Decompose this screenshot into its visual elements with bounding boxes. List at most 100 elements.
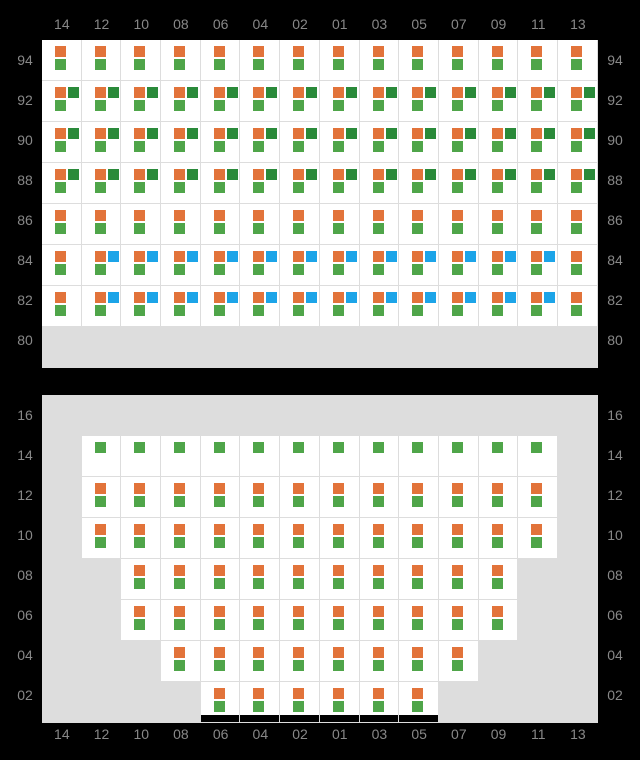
marker-green (174, 182, 185, 193)
marker-orange (412, 87, 423, 98)
marker-orange (214, 483, 225, 494)
cell (399, 395, 439, 435)
row-label: 82 (10, 280, 40, 320)
marker-green (531, 537, 542, 548)
cell (399, 327, 439, 367)
marker-orange (293, 210, 304, 221)
row-label: 16 (10, 395, 40, 435)
marker-orange (333, 210, 344, 221)
marker-orange (412, 128, 423, 139)
marker-green (333, 59, 344, 70)
cell (82, 600, 122, 640)
marker-dgreen (306, 87, 317, 98)
cell (360, 641, 400, 681)
cell (121, 518, 161, 558)
col-label: 07 (439, 726, 479, 742)
cell (320, 395, 360, 435)
marker-green (333, 305, 344, 316)
row-label: 88 (600, 160, 630, 200)
marker-blue (108, 251, 119, 262)
cell (518, 40, 558, 80)
col-label: 11 (518, 16, 558, 32)
grid-row (42, 600, 598, 641)
marker-orange (492, 46, 503, 57)
cell (82, 518, 122, 558)
row-label: 94 (600, 40, 630, 80)
marker-green (373, 578, 384, 589)
cell (518, 559, 558, 599)
row-label: 12 (600, 475, 630, 515)
cell (240, 600, 280, 640)
cell (280, 641, 320, 681)
grid-row (42, 395, 598, 436)
marker-dgreen (505, 169, 516, 180)
marker-orange (412, 524, 423, 535)
cell (360, 395, 400, 435)
marker-green (293, 182, 304, 193)
marker-green (293, 619, 304, 630)
marker-green (95, 305, 106, 316)
marker-green (492, 496, 503, 507)
marker-green (531, 59, 542, 70)
grid-row (42, 436, 598, 477)
marker-orange (293, 606, 304, 617)
marker-green (95, 59, 106, 70)
cell (479, 204, 519, 244)
marker-green (174, 100, 185, 111)
cell (42, 436, 82, 476)
cell (201, 122, 241, 162)
cell (280, 436, 320, 476)
marker-orange (253, 565, 264, 576)
cell (360, 559, 400, 599)
cell (320, 327, 360, 367)
row-label: 14 (600, 435, 630, 475)
col-label: 13 (558, 16, 598, 32)
marker-green (174, 442, 185, 453)
marker-green (55, 100, 66, 111)
marker-dgreen (306, 128, 317, 139)
marker-green (174, 660, 185, 671)
cell (479, 81, 519, 121)
marker-orange (373, 688, 384, 699)
cell (320, 81, 360, 121)
cell (82, 327, 122, 367)
cell (201, 559, 241, 599)
marker-green (492, 619, 503, 630)
marker-green (293, 537, 304, 548)
marker-orange (253, 251, 264, 262)
marker-orange (373, 606, 384, 617)
cell (479, 477, 519, 517)
cell (360, 327, 400, 367)
marker-orange (452, 292, 463, 303)
cell (82, 395, 122, 435)
marker-green (174, 305, 185, 316)
cell (479, 327, 519, 367)
marker-orange (214, 606, 225, 617)
cell (240, 163, 280, 203)
marker-orange (492, 565, 503, 576)
marker-orange (253, 524, 264, 535)
col-label: 03 (360, 726, 400, 742)
marker-green (333, 264, 344, 275)
marker-dgreen (187, 128, 198, 139)
marker-orange (95, 87, 106, 98)
marker-green (492, 182, 503, 193)
marker-green (253, 141, 264, 152)
cell (360, 682, 400, 722)
marker-orange (134, 210, 145, 221)
cell (121, 327, 161, 367)
marker-green (412, 619, 423, 630)
marker-green (492, 141, 503, 152)
col-label: 12 (82, 16, 122, 32)
marker-green (531, 141, 542, 152)
marker-green (333, 100, 344, 111)
cell (399, 245, 439, 285)
cell (240, 286, 280, 326)
marker-green (293, 305, 304, 316)
marker-green (492, 264, 503, 275)
cell (240, 395, 280, 435)
marker-green (452, 305, 463, 316)
marker-dgreen (584, 128, 595, 139)
cell (121, 122, 161, 162)
col-label: 09 (479, 726, 519, 742)
